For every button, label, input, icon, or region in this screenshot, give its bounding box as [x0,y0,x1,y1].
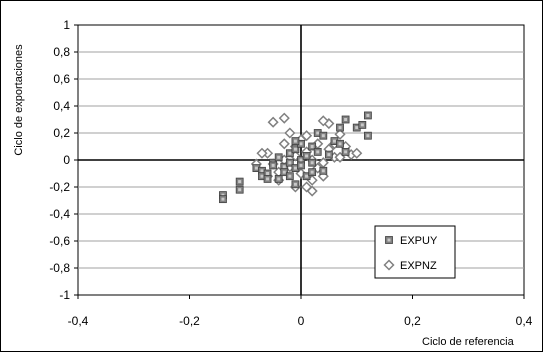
data-point-expuy [363,131,372,140]
data-point-expuy [219,195,227,204]
data-points [219,111,372,204]
data-point-expnz [278,112,290,124]
data-point-expuy [274,174,283,183]
y-tick-label: 1 [63,18,70,32]
data-point-expuy [302,152,311,160]
x-tick-label: -0,4 [68,314,89,328]
data-point-expuy [324,150,333,159]
y-tick-label: -0,6 [49,234,70,248]
data-point-expnz [317,115,329,127]
data-point-expuy [308,168,317,177]
data-point-expuy [291,145,300,154]
x-tick-label: 0,2 [404,314,421,328]
y-tick-label: 0,8 [53,45,70,59]
data-point-expnz [351,147,363,159]
y-tick-label: -0,4 [49,207,70,221]
data-point-expuy [358,121,367,129]
data-point-expuy [235,177,244,186]
data-point-expuy [269,161,278,170]
data-point-expuy [263,174,272,183]
data-point-expuy [313,147,322,156]
y-tick-label: 0,4 [53,99,70,113]
data-point-expuy [235,185,244,194]
data-point-expnz [267,116,279,128]
y-axis-title: Ciclo de exportaciones [13,44,25,156]
legend-label-expuy: EXPUY [400,235,438,247]
data-point-expuy [280,168,289,177]
y-tick-label: 0,2 [53,126,70,140]
legend-marker-expuy [385,236,393,244]
legend-label-expnz: EXPNZ [400,260,437,272]
data-point-expnz [301,130,313,142]
legend-symbol-square [385,236,393,244]
data-point-expuy [341,147,350,156]
data-point-expuy [297,161,305,170]
data-point-expuy [291,180,300,189]
data-point-expuy [291,137,300,146]
data-point-expuy [308,142,317,151]
y-tick-label: -0,8 [49,261,70,275]
data-point-expuy [336,123,344,132]
x-axis-title: Ciclo de referencia [422,336,515,348]
data-point-expuy [319,131,328,140]
legend: EXPUY EXPNZ [374,225,456,279]
legend-symbol-diamond [383,259,395,271]
data-point-expuy [302,172,311,181]
data-point-expuy [308,158,317,167]
data-point-expuy [341,115,350,124]
data-point-expuy [285,149,294,158]
y-tick-label: 0,6 [53,72,70,86]
legend-marker-expnz [383,259,395,271]
data-point-expuy [336,139,344,148]
data-point-expuy [363,111,372,120]
x-tick-label: -0,2 [179,314,200,328]
data-point-expnz [256,147,268,159]
y-axis-ticks: 1 0,8 0,6 0,4 0,2 0 -0,2 -0,4 -0,6 -0,8 -1 [49,18,78,302]
data-point-expnz [284,127,296,139]
x-axis-ticks: -0,4 -0,2 0 0,2 0,4 [68,295,533,328]
y-tick-label: -0,2 [49,180,70,194]
data-point-expuy [319,166,328,175]
data-point-expnz [306,185,318,197]
data-point-expnz [278,138,290,150]
data-point-expuy [285,172,294,181]
data-point-expuy [274,153,283,162]
x-tick-label: 0 [298,314,305,328]
x-tick-label: 0,4 [516,314,533,328]
y-tick-label: 0 [63,153,70,167]
data-point-expnz [334,128,346,140]
data-point-expuy [285,158,294,167]
y-tick-label: -1 [59,288,70,302]
